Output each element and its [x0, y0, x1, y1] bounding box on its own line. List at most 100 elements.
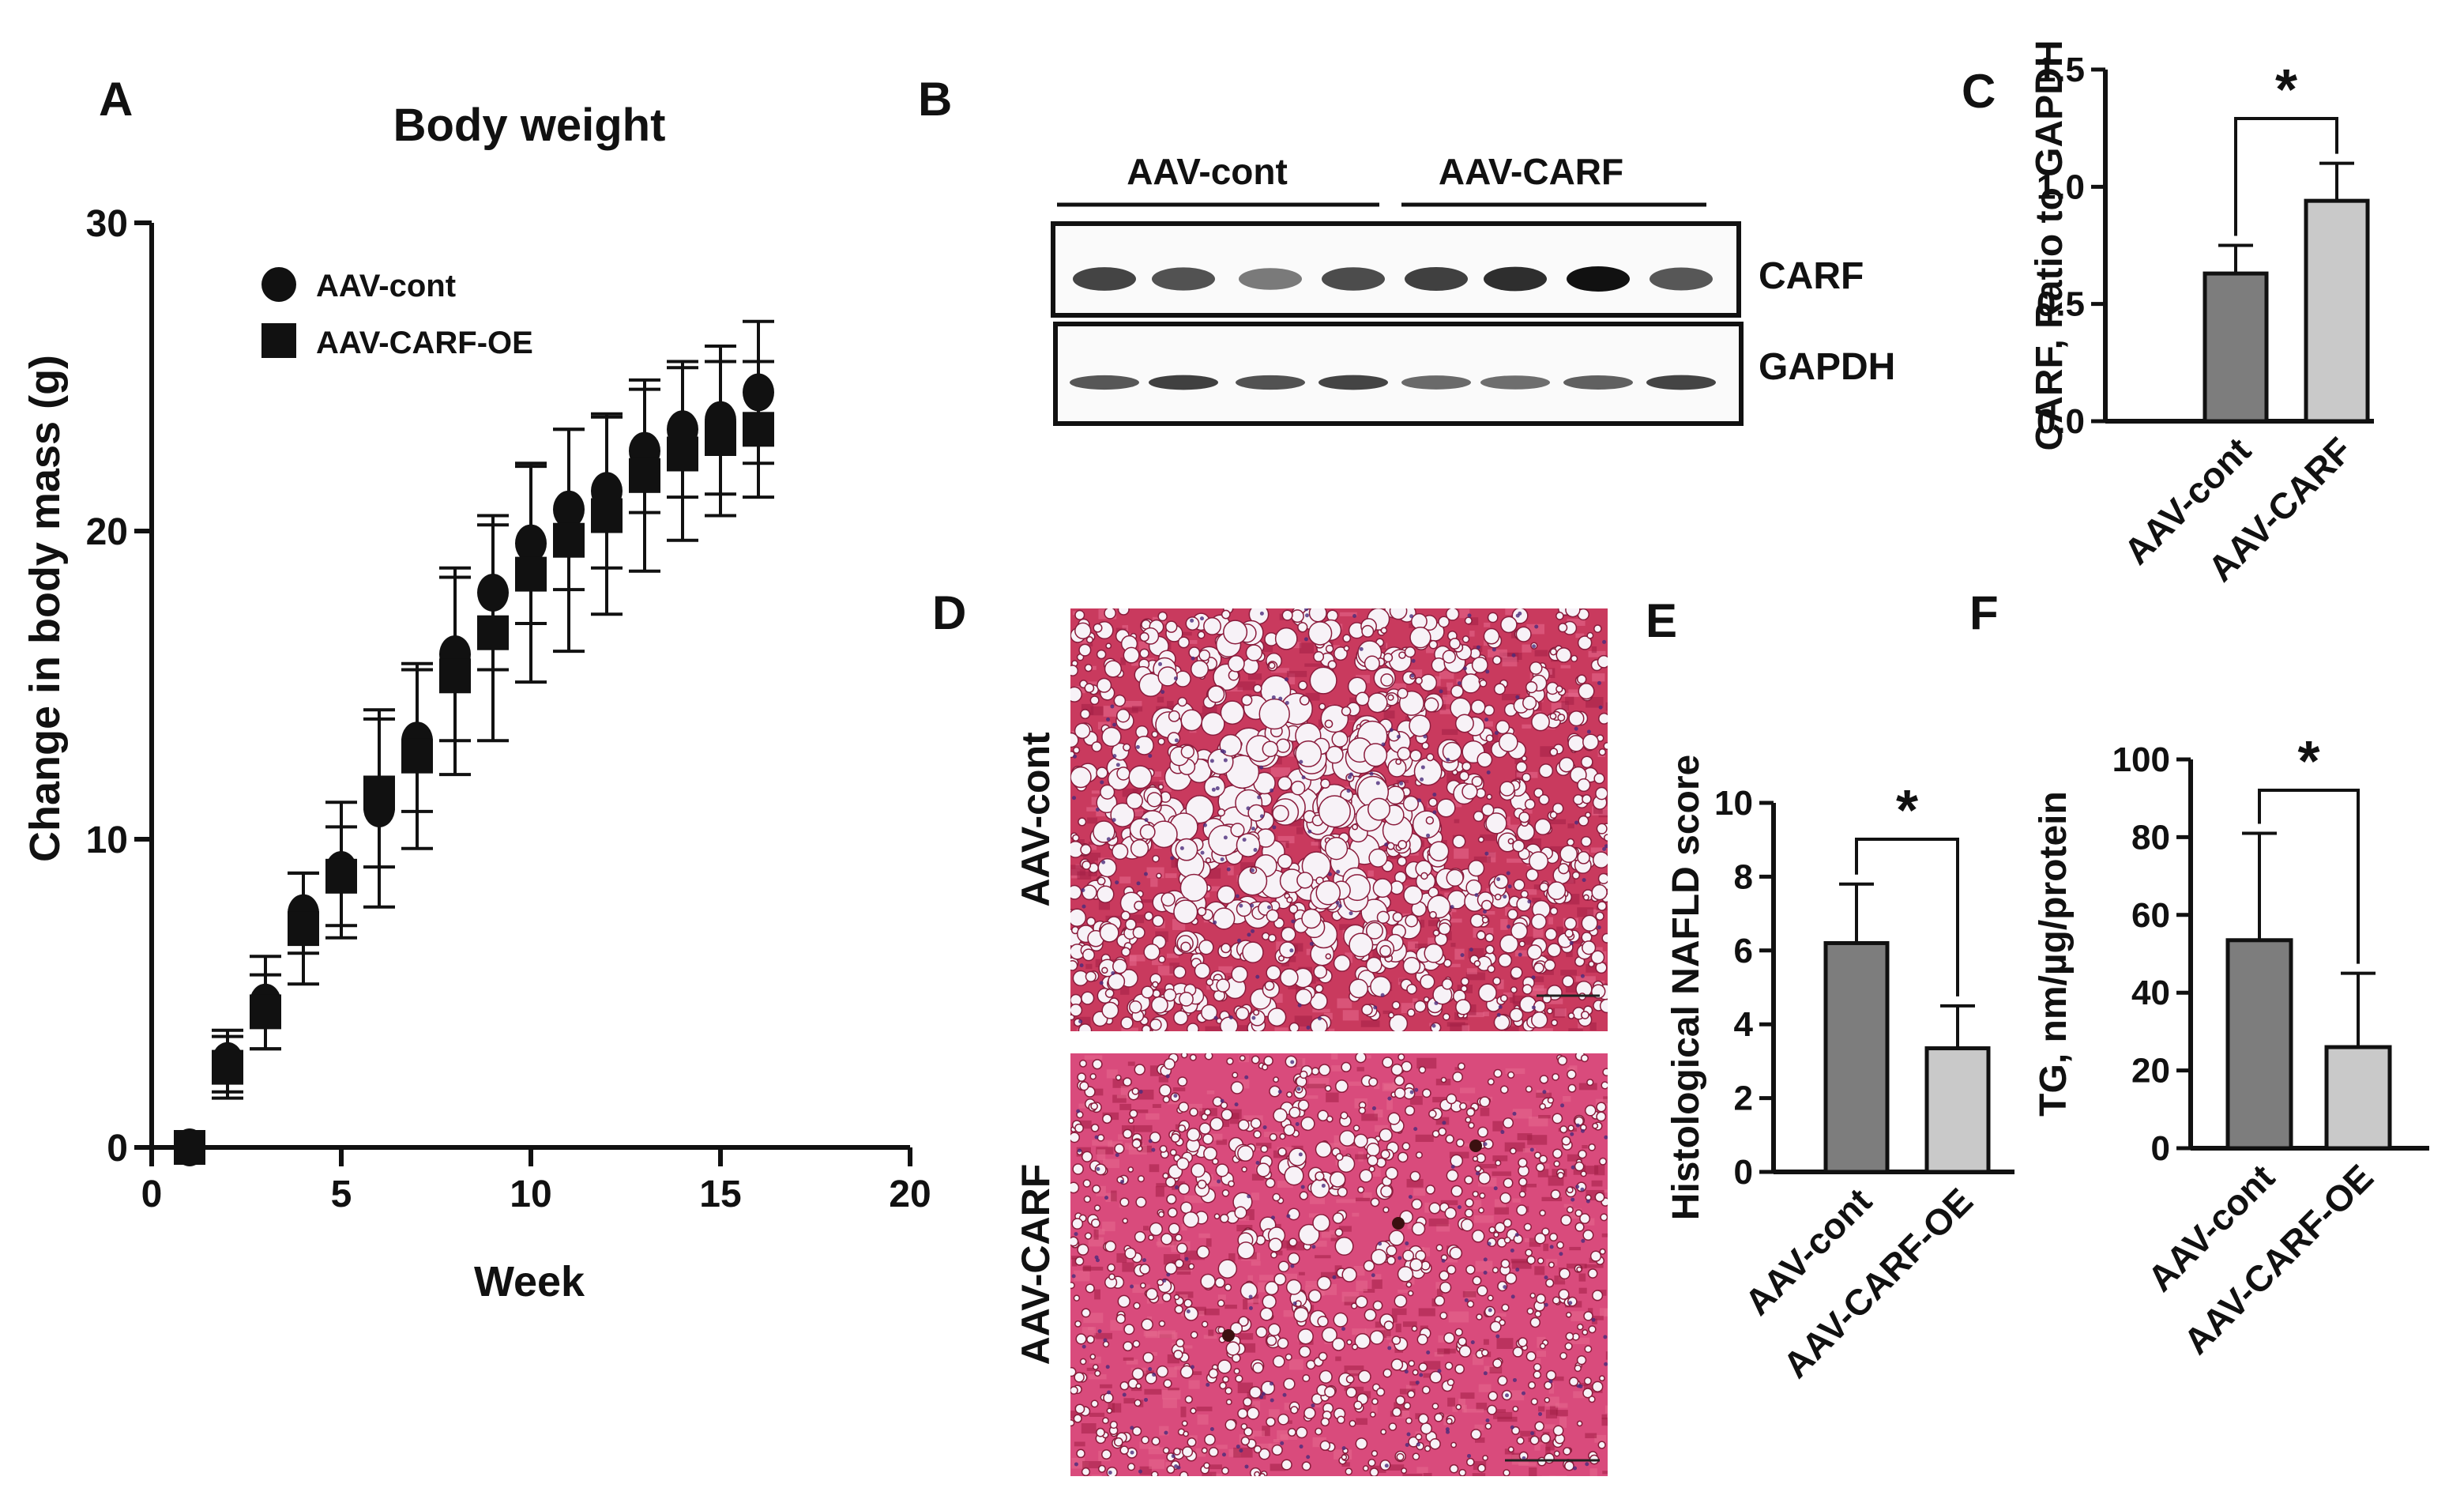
tissue-vacuole	[1224, 1418, 1237, 1431]
tissue-texture	[1527, 1135, 1548, 1145]
tissue-vacuole	[1117, 608, 1130, 616]
tissue-texture	[1533, 1358, 1541, 1368]
tissue-texture	[1554, 1275, 1566, 1285]
tissue-texture	[1573, 1391, 1592, 1399]
tissue-vacuole	[1138, 672, 1163, 698]
tissue-vacuole	[1474, 1165, 1482, 1173]
tissue-texture	[1463, 1143, 1473, 1147]
tissue-nucleus	[1077, 1148, 1082, 1153]
tissue-texture	[1458, 1398, 1465, 1409]
tissue-texture	[1445, 963, 1461, 967]
tissue-texture	[1071, 1457, 1085, 1469]
tissue-vacuole	[1237, 1119, 1250, 1132]
tissue-vacuole	[1349, 978, 1369, 999]
tissue-nucleus	[1220, 1098, 1224, 1103]
panel-letter-c: C	[1962, 65, 1996, 118]
tissue-vacuole	[1208, 1368, 1219, 1379]
tissue-vacuole	[1552, 1072, 1559, 1081]
tissue-nucleus	[1251, 827, 1255, 831]
tissue-nucleus	[1318, 1016, 1322, 1021]
tissue-nucleus	[1270, 1398, 1274, 1403]
tissue-texture	[1423, 1361, 1441, 1370]
tissue-texture	[1145, 1331, 1160, 1339]
tissue-vacuole	[1603, 834, 1608, 842]
tissue-vacuole	[1152, 854, 1160, 863]
tissue-nucleus	[1380, 993, 1385, 997]
tissue-texture	[1383, 1083, 1405, 1090]
tissue-vacuole	[1241, 1166, 1247, 1173]
tissue-nucleus	[1248, 1305, 1253, 1310]
tissue-vacuole	[1602, 1068, 1608, 1077]
tissue-vacuole	[1368, 1077, 1379, 1087]
tissue-nucleus	[1384, 842, 1389, 847]
tissue-nucleus	[1311, 1245, 1316, 1249]
tissue-vacuole	[1309, 666, 1337, 695]
tissue-vacuole	[1223, 620, 1248, 645]
tissue-vacuole	[1458, 1468, 1467, 1476]
tissue-vacuole	[1537, 1257, 1544, 1264]
tissue-nucleus	[1597, 680, 1601, 685]
tissue-vacuole	[1179, 1365, 1194, 1379]
tissue-vacuole	[1281, 1459, 1292, 1471]
tissue-texture	[1270, 767, 1291, 778]
tissue-vacuole	[1128, 765, 1153, 789]
tissue-vacuole	[1133, 1302, 1141, 1309]
tissue-nucleus	[1582, 878, 1586, 883]
tissue-nucleus	[1498, 1004, 1503, 1009]
tissue-texture	[1086, 642, 1093, 647]
tissue-nucleus	[1095, 807, 1100, 812]
tissue-vacuole	[1097, 677, 1112, 693]
tissue-vacuole	[1366, 1143, 1381, 1157]
tissue-vacuole	[1299, 695, 1310, 706]
tissue-vacuole	[1271, 1444, 1283, 1456]
tissue-vacuole	[1076, 1448, 1085, 1459]
tissue-vacuole	[1539, 1343, 1546, 1350]
tissue-nucleus	[1299, 759, 1303, 764]
tissue-vacuole	[1115, 1074, 1122, 1081]
tissue-vacuole	[1365, 956, 1382, 974]
tissue-texture	[1568, 1028, 1583, 1031]
tissue-nucleus	[1404, 1369, 1409, 1374]
blot-band-carf	[1405, 267, 1468, 291]
tissue-vacuole	[1483, 627, 1500, 645]
tissue-texture	[1298, 1271, 1305, 1275]
chart-a-point-cont	[743, 373, 774, 412]
tissue-texture	[1140, 899, 1160, 903]
tissue-vacuole	[1450, 1441, 1458, 1448]
tissue-vacuole	[1513, 879, 1525, 891]
tissue-vacuole	[1317, 1109, 1329, 1121]
tissue-vacuole	[1156, 1365, 1169, 1378]
tissue-nucleus	[1332, 1275, 1337, 1279]
tissue-vacuole	[1120, 947, 1131, 957]
tissue-vacuole	[1089, 1354, 1097, 1360]
tissue-vacuole	[1082, 1179, 1092, 1188]
tissue-vacuole	[1562, 974, 1574, 988]
tissue-vacuole	[1203, 616, 1221, 635]
chart-a-xtick-label: 5	[331, 1173, 352, 1215]
tissue-vacuole	[1324, 1385, 1336, 1398]
tissue-vacuole	[1529, 1435, 1540, 1445]
tissue-nucleus	[1103, 1338, 1108, 1343]
tissue-vacuole	[1139, 823, 1156, 840]
tissue-nucleus	[1569, 940, 1574, 945]
tissue-vacuole	[1394, 1075, 1405, 1087]
tissue-vacuole	[1386, 1256, 1396, 1265]
tissue-texture	[1408, 941, 1419, 950]
tissue-vacuole	[1563, 1447, 1571, 1456]
tissue-texture	[1102, 1221, 1115, 1232]
tissue-vacuole	[1522, 984, 1533, 995]
tissue-vacuole	[1247, 804, 1266, 822]
tissue-texture	[1465, 972, 1486, 981]
tissue-vacuole	[1150, 1471, 1159, 1476]
tissue-vacuole	[1371, 1398, 1379, 1406]
tissue-vacuole	[1544, 959, 1556, 971]
tissue-vacuole	[1579, 1213, 1591, 1225]
tissue-vacuole	[1493, 1231, 1499, 1238]
tissue-vacuole	[1220, 1101, 1228, 1109]
tissue-vacuole	[1298, 1345, 1311, 1358]
tissue-vacuole	[1224, 1387, 1232, 1395]
tissue-vacuole	[1446, 1093, 1458, 1105]
tissue-texture	[1269, 1409, 1280, 1418]
tissue-nucleus	[1255, 974, 1260, 979]
tissue-vacuole	[1538, 794, 1550, 805]
